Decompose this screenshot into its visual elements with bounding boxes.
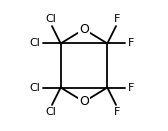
Text: F: F: [128, 39, 134, 48]
Text: F: F: [114, 107, 120, 117]
Text: F: F: [128, 83, 134, 92]
Text: Cl: Cl: [46, 14, 56, 24]
Text: Cl: Cl: [29, 39, 40, 48]
Text: O: O: [79, 95, 89, 108]
Text: F: F: [114, 14, 120, 24]
Text: Cl: Cl: [29, 83, 40, 92]
Text: O: O: [79, 23, 89, 36]
Text: Cl: Cl: [46, 107, 56, 117]
